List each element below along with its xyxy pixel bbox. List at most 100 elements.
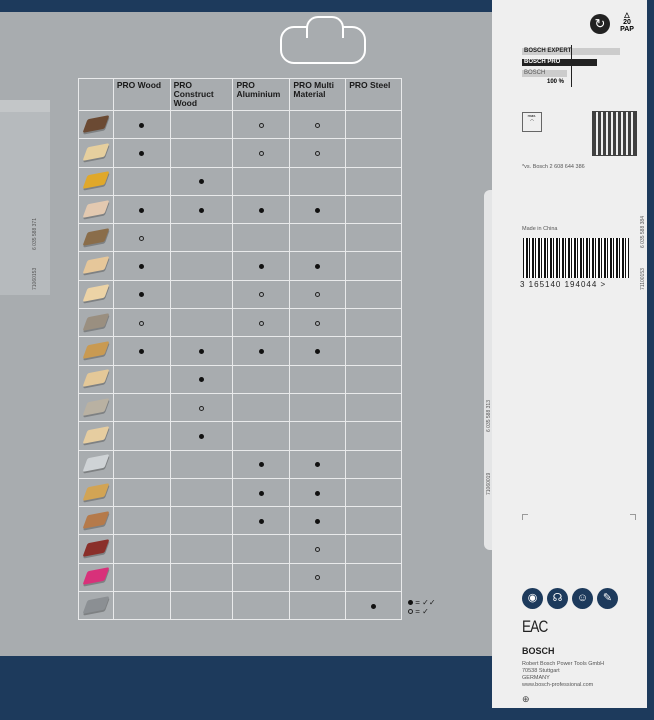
- made-in: Made in China: [522, 226, 558, 232]
- empty-dot-icon: [315, 292, 321, 298]
- table-row: [78, 392, 402, 423]
- barcode-number: 3 165140 194044 >: [520, 280, 607, 289]
- material-swatch-icon: [82, 284, 110, 303]
- tier-pro: BOSCH PRO: [522, 59, 597, 66]
- full-dot-icon: [139, 292, 145, 298]
- empty-dot-icon: [199, 405, 205, 411]
- suitability-cell: [345, 166, 402, 196]
- suitability-cell: [169, 477, 234, 508]
- suitability-cell: [289, 279, 347, 310]
- table-row: [78, 591, 402, 621]
- suitability-cell: [112, 534, 171, 564]
- material-cell: [78, 449, 114, 479]
- suitability-cell: [232, 392, 291, 423]
- speed-gauge-icon: max. ◠: [522, 112, 542, 132]
- suitability-cell: [289, 562, 347, 593]
- table-row: [78, 534, 402, 564]
- suitability-cell: [289, 392, 347, 423]
- suitability-cell: [169, 336, 234, 366]
- suitability-cell: [112, 279, 171, 310]
- legend-full: = ✓✓: [415, 598, 436, 607]
- suitability-cell: [169, 223, 234, 253]
- empty-dot-icon: [315, 547, 321, 553]
- table-row: [78, 421, 402, 451]
- material-cell: [78, 364, 114, 394]
- material-cell: [78, 138, 114, 168]
- suitability-cell: [169, 421, 234, 451]
- table-row: [78, 138, 402, 168]
- suitability-cell: [232, 308, 291, 338]
- full-dot-icon: [315, 264, 321, 270]
- suitability-cell: [169, 308, 234, 338]
- material-cell: [78, 421, 114, 451]
- suitability-cell: [112, 223, 171, 253]
- suitability-cell: [345, 449, 402, 479]
- suitability-cell: [232, 534, 291, 564]
- suitability-cell: [112, 194, 171, 225]
- side-code: 71100153: [640, 268, 646, 290]
- suitability-cell: [232, 251, 291, 281]
- table-row: [78, 477, 402, 508]
- suitability-cell: [232, 194, 291, 225]
- green-dot-recycle-icon: ↻: [590, 14, 610, 34]
- column-header: PRO Steel: [345, 78, 402, 111]
- suitability-cell: [112, 421, 171, 451]
- suitability-cell: [289, 477, 347, 508]
- address: Robert Bosch Power Tools GmbH 70538 Stutt…: [522, 661, 604, 689]
- full-dot-icon: [199, 433, 205, 439]
- suitability-cell: [289, 194, 347, 225]
- material-swatch-icon: [82, 143, 110, 161]
- address-country: GERMANY: [522, 675, 550, 681]
- full-dot-icon: [139, 207, 145, 213]
- suitability-cell: [289, 138, 347, 168]
- suitability-cell: [345, 336, 402, 366]
- suitability-cell: [232, 449, 291, 479]
- suitability-cell: [232, 591, 291, 621]
- full-dot-icon: [139, 122, 145, 128]
- material-cell: [78, 591, 114, 621]
- full-dot-icon: [408, 600, 413, 605]
- suitability-cell: [232, 279, 291, 310]
- empty-dot-icon: [258, 150, 264, 156]
- material-compatibility-table: PRO Wood PRO Construct Wood PRO Aluminium P…: [78, 78, 402, 621]
- side-code: 6 035 588 384: [640, 216, 646, 248]
- side-code: 6 035 588 313: [486, 400, 492, 432]
- suitability-cell: [289, 506, 347, 536]
- full-dot-icon: [258, 462, 264, 468]
- material-swatch-icon: [82, 227, 110, 246]
- suitability-cell: [112, 506, 171, 536]
- tier-bosch: BOSCH: [522, 70, 567, 77]
- material-cell: [78, 562, 114, 593]
- qr-code[interactable]: [592, 111, 637, 156]
- material-swatch-icon: [82, 567, 110, 586]
- material-cell: [78, 477, 114, 508]
- suitability-cell: [169, 534, 234, 564]
- suitability-cell: [169, 506, 234, 536]
- column-header: PRO Wood: [112, 78, 171, 111]
- suitability-cell: [345, 591, 402, 621]
- suitability-cell: [169, 166, 234, 196]
- material-cell: [78, 194, 114, 225]
- suitability-cell: [169, 364, 234, 394]
- suitability-cell: [345, 392, 402, 423]
- table-row: [78, 279, 402, 310]
- empty-dot-icon: [258, 122, 264, 128]
- empty-dot-icon: [315, 575, 321, 581]
- table-row: [78, 251, 402, 281]
- material-swatch-icon: [82, 397, 110, 416]
- safety-icons: ◉ ☊ ☺ ✎: [522, 588, 618, 609]
- suitability-cell: [289, 223, 347, 253]
- suitability-cell: [232, 166, 291, 196]
- material-swatch-icon: [82, 256, 110, 275]
- full-dot-icon: [315, 490, 321, 496]
- material-swatch-icon: [82, 482, 110, 501]
- corner-mark: [630, 514, 636, 520]
- full-dot-icon: [139, 150, 145, 156]
- full-dot-icon: [258, 349, 264, 355]
- suitability-cell: [289, 449, 347, 479]
- material-cell: [78, 506, 114, 536]
- suitability-cell: [345, 477, 402, 508]
- empty-dot-icon: [258, 292, 264, 298]
- website-link[interactable]: www.bosch-professional.com: [522, 682, 594, 688]
- material-swatch-icon: [82, 510, 110, 529]
